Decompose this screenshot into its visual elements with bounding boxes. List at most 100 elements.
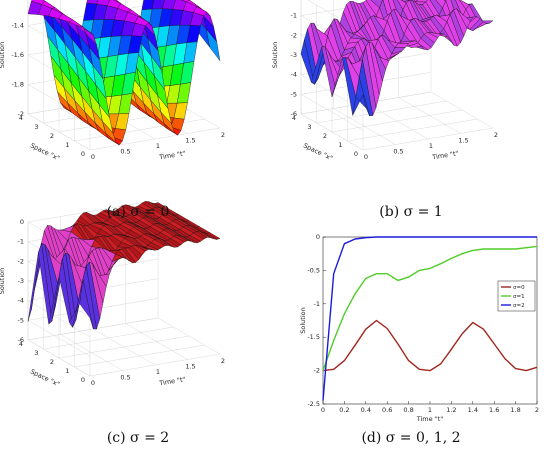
x-tick-label: 1.4 — [468, 406, 478, 414]
x-tick-label: 0.6 — [382, 406, 392, 414]
z-tick-label: -2 — [18, 257, 24, 265]
x-tick-label: 1.2 — [446, 406, 456, 414]
grid-line-back-wall — [27, 317, 159, 341]
grid-line-floor — [347, 118, 478, 142]
caption-b: (b) σ = 1 — [379, 204, 442, 220]
x-tick-label: 2 — [221, 131, 225, 139]
z-tick-label: -6 — [18, 336, 24, 344]
z-tick-label: -1.4 — [11, 22, 24, 30]
x-tick-label: 1.5 — [185, 363, 195, 371]
grid-line-floor — [331, 109, 463, 133]
x-axis-label: Time "t" — [158, 375, 186, 387]
y-tick-label: -1 — [314, 300, 320, 308]
panel-c-surface-plot: 0 0.5 1 1.5 2 0 1 2 3 4 0 -1 -2 -3 -4 -5 -6 Time "t" Space… — [0, 199, 225, 389]
panel-d-line-plot: 0 0.2 0.4 0.6 0.8 1 1.2 1.4 1.6 1.8 2 0 -0.5 -1 -1.5 -2… — [299, 233, 539, 423]
y-tick-label: 2 — [50, 132, 54, 140]
y-tick-label: 3 — [34, 349, 38, 357]
grid-line-floor — [43, 326, 174, 350]
series-line-1 — [322, 245, 538, 371]
y-tick-label: 3 — [34, 123, 38, 131]
plot-area-frame — [322, 236, 538, 405]
z-tick-label: -5 — [291, 90, 297, 98]
x-tick-label: 1.6 — [489, 406, 499, 414]
z-axis-label: Solution — [0, 42, 6, 68]
grid-line-floor — [316, 100, 447, 124]
z-tick-label: -3 — [291, 51, 297, 59]
y-tick-label: -1.5 — [307, 333, 320, 341]
y-tick-label: 0 — [81, 150, 85, 158]
z-tick-label: -2 — [291, 31, 297, 39]
x-axis-label: Time "t" — [416, 415, 444, 423]
x-tick-label: 0 — [321, 406, 325, 414]
grid-line-side-wall — [27, 320, 91, 357]
z-tick-label: -3 — [18, 277, 24, 285]
series-line-0 — [322, 319, 538, 372]
caption-d: (d) σ = 0, 1, 2 — [361, 430, 460, 446]
z-tick-label: -6 — [291, 110, 297, 118]
x-tick-label: 0.2 — [339, 406, 349, 414]
grid-line-floor — [58, 335, 190, 359]
surface-patch — [79, 279, 94, 329]
y-axis-label: Space "x" — [29, 141, 61, 162]
y-tick-label: 1 — [338, 141, 342, 149]
z-tick-label: -4 — [291, 71, 297, 79]
x-tick-label: 0.5 — [393, 148, 403, 156]
x-tick-label: 1 — [428, 406, 432, 414]
y-tick-label: -2.5 — [307, 400, 320, 408]
x-tick-label: 2 — [221, 357, 225, 365]
caption-a: (a) σ = 0 — [107, 204, 170, 220]
x-axis-label: Time "t" — [431, 149, 459, 161]
x-tick-label: 0 — [364, 153, 368, 161]
x-tick-label: 1.5 — [185, 137, 195, 145]
z-tick-label: -1 — [18, 238, 24, 246]
z-tick-label: 0 — [20, 218, 24, 226]
x-tick-label: 0.5 — [120, 374, 130, 382]
grid-line-floor — [89, 353, 221, 377]
z-tick-label: -1 — [291, 12, 297, 20]
series-line-2 — [322, 236, 537, 401]
x-tick-label: 0 — [91, 153, 95, 161]
x-tick-label: 0 — [91, 379, 95, 387]
x-tick-label: 0.5 — [120, 148, 130, 156]
x-tick-label: 2 — [494, 131, 498, 139]
legend-label-0: σ=0 — [513, 285, 525, 291]
y-tick-label: 1 — [65, 367, 69, 375]
x-tick-label: 1 — [156, 142, 160, 150]
x-tick-label: 1.5 — [458, 137, 468, 145]
y-tick-label: -0.5 — [307, 266, 320, 274]
y-axis-label: Space "x" — [29, 367, 61, 388]
z-tick-label: -4 — [18, 297, 24, 305]
y-tick-label: 0 — [316, 233, 320, 241]
y-tick-label: 0 — [354, 150, 358, 158]
grid-line-floor — [89, 127, 221, 151]
grid-line-back-wall — [27, 199, 159, 223]
z-tick-label: -2 — [18, 110, 24, 118]
grid-line-side-wall — [27, 280, 91, 318]
y-tick-label: 4 — [19, 340, 23, 348]
y-tick-label: 0 — [81, 376, 85, 384]
z-tick-label: -1.8 — [11, 81, 24, 89]
y-tick-label: 4 — [19, 114, 23, 122]
grid-line-side-wall — [300, 113, 364, 151]
caption-c: (c) σ = 2 — [107, 430, 169, 446]
y-tick-label: -2 — [314, 367, 320, 375]
legend-label-1: σ=1 — [513, 294, 525, 300]
y-axis-label: Space "x" — [302, 141, 334, 162]
x-tick-label: 0.4 — [361, 406, 371, 414]
legend-label-2: σ=2 — [513, 303, 525, 309]
x-tick-label: 1.8 — [510, 406, 520, 414]
z-axis-label: Solution — [0, 268, 6, 294]
surface-patch — [79, 26, 94, 36]
grid-line-side-wall — [27, 300, 91, 337]
y-tick-label: 4 — [292, 114, 296, 122]
grid-line-side-wall — [27, 339, 91, 377]
grid-line-floor — [362, 127, 494, 151]
grid-line-side-wall — [27, 113, 91, 151]
x-tick-label: 1 — [429, 142, 433, 150]
z-axis-label: Solution — [271, 42, 279, 68]
y-tick-label: 2 — [50, 358, 54, 366]
z-tick-label: -5 — [18, 316, 24, 324]
